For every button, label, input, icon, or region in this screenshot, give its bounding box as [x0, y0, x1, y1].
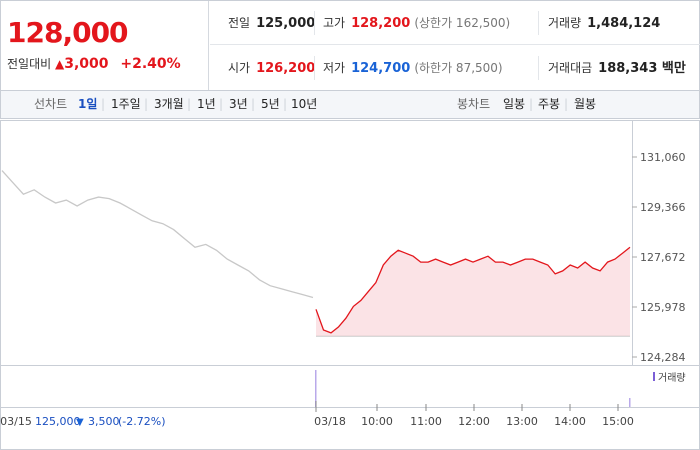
x-tick-label: 12:00 — [458, 415, 490, 428]
series-area-today — [316, 247, 630, 336]
tab-separator: | — [529, 97, 534, 111]
change-amount: 3,000 — [64, 56, 109, 72]
divider — [538, 11, 539, 35]
change-percent: +2.40% — [120, 56, 181, 72]
tab-1day[interactable]: 1일 — [78, 97, 98, 111]
chart-period-tabs: 선차트 1일 | 1주일 | 3개월 | 1년 | 3년 | 5년 | 10년 … — [0, 90, 700, 119]
stat-row-1: 전일 125,000 고가 128,200 (상한가 162,500) 거래량 1,48… — [210, 1, 700, 45]
tab-separator: | — [564, 97, 569, 111]
x-tick-label: 15:00 — [602, 415, 634, 428]
prev-day-percent: (-2.72%) — [118, 415, 166, 428]
tab-separator: | — [283, 97, 288, 111]
tab-1year[interactable]: 1년 — [197, 97, 216, 111]
stat-row-2: 시가 126,200 저가 124,700 (하한가 87,500) 거래대금 188,… — [210, 46, 700, 90]
divider — [538, 56, 539, 80]
tab-separator: | — [144, 97, 149, 111]
volume-label: 거래량 — [548, 16, 582, 30]
prev-close-value: 125,000 — [256, 16, 316, 31]
tab-5year[interactable]: 5년 — [261, 97, 280, 111]
day-high: 고가 128,200 (상한가 162,500) — [323, 1, 510, 45]
x-tick-label: 13:00 — [506, 415, 538, 428]
tab-3year[interactable]: 3년 — [229, 97, 248, 111]
amount-label: 거래대금 — [548, 61, 593, 75]
trade-amount: 거래대금 188,343 백만 — [548, 46, 686, 90]
y-tick-label: 125,978 — [640, 301, 686, 314]
tab-separator: | — [101, 97, 106, 111]
line-chart-group-label: 선차트 — [34, 97, 68, 111]
volume: 거래량 1,484,124 — [548, 1, 660, 45]
high-label: 고가 — [323, 16, 346, 30]
low-value: 124,700 — [351, 61, 411, 76]
high-value: 128,200 — [351, 16, 411, 31]
volume-value: 1,484,124 — [587, 16, 661, 31]
y-tick-label: 124,284 — [640, 351, 686, 364]
y-tick-label: 131,060 — [640, 151, 686, 164]
volume-bar — [629, 398, 631, 407]
prev-day-change: 3,500 — [88, 415, 120, 428]
x-tick-label: 03/18 — [314, 415, 346, 428]
x-tick-label: 10:00 — [361, 415, 393, 428]
open-price: 시가 126,200 — [228, 46, 315, 90]
open-value: 126,200 — [256, 61, 316, 76]
tab-weekly-candle[interactable]: 주봉 — [538, 97, 561, 111]
price-box: 128,000 전일대비 ▲3,000 +2.40% — [1, 1, 209, 90]
tab-separator: | — [219, 97, 224, 111]
y-tick-label: 129,366 — [640, 201, 686, 214]
divider — [314, 11, 315, 35]
quote-summary: 128,000 전일대비 ▲3,000 +2.40% 전일 125,000 고가 1… — [0, 0, 700, 90]
amount-value: 188,343 백만 — [598, 61, 686, 76]
change-label: 전일대비 — [7, 57, 52, 71]
down-triangle-icon: ▼ — [76, 417, 84, 428]
intraday-chart[interactable]: 131,060 129,366 127,672 125,978 124,284 거래량 03… — [0, 120, 700, 450]
price-chart-svg[interactable]: 131,060 129,366 127,672 125,978 124,284 거래량 03… — [0, 120, 700, 450]
tab-10year[interactable]: 10년 — [291, 97, 318, 111]
prev-close: 전일 125,000 — [228, 1, 315, 45]
day-low: 저가 124,700 (하한가 87,500) — [323, 46, 503, 90]
stat-grid: 전일 125,000 고가 128,200 (상한가 162,500) 거래량 1,48… — [210, 1, 700, 90]
x-tick-label: 03/15 — [0, 415, 32, 428]
current-price: 128,000 — [7, 16, 129, 49]
open-label: 시가 — [228, 61, 251, 75]
tab-monthly-candle[interactable]: 월봉 — [574, 97, 597, 111]
x-tick-label: 11:00 — [410, 415, 442, 428]
volume-legend-swatch — [653, 372, 655, 381]
series-line-today — [315, 246, 631, 334]
prev-day-close: 125,000 — [35, 415, 81, 428]
up-triangle-icon: ▲ — [55, 57, 65, 71]
tab-daily-candle[interactable]: 일봉 — [503, 97, 526, 111]
lower-limit: (하한가 87,500) — [414, 61, 503, 75]
divider — [314, 56, 315, 80]
tab-separator: | — [187, 97, 192, 111]
upper-limit: (상한가 162,500) — [414, 16, 511, 30]
price-change: 전일대비 ▲3,000 +2.40% — [7, 55, 181, 72]
series-line-prev-day — [1, 170, 314, 299]
tab-1week[interactable]: 1주일 — [111, 97, 141, 111]
volume-bar — [315, 370, 317, 407]
volume-legend-label: 거래량 — [658, 372, 686, 384]
y-tick-label: 127,672 — [640, 251, 686, 264]
prev-close-label: 전일 — [228, 16, 251, 30]
tab-3month[interactable]: 3개월 — [154, 97, 184, 111]
low-label: 저가 — [323, 61, 346, 75]
candle-chart-group-label: 봉차트 — [457, 97, 491, 111]
x-tick-label: 14:00 — [554, 415, 586, 428]
tab-separator: | — [251, 97, 256, 111]
